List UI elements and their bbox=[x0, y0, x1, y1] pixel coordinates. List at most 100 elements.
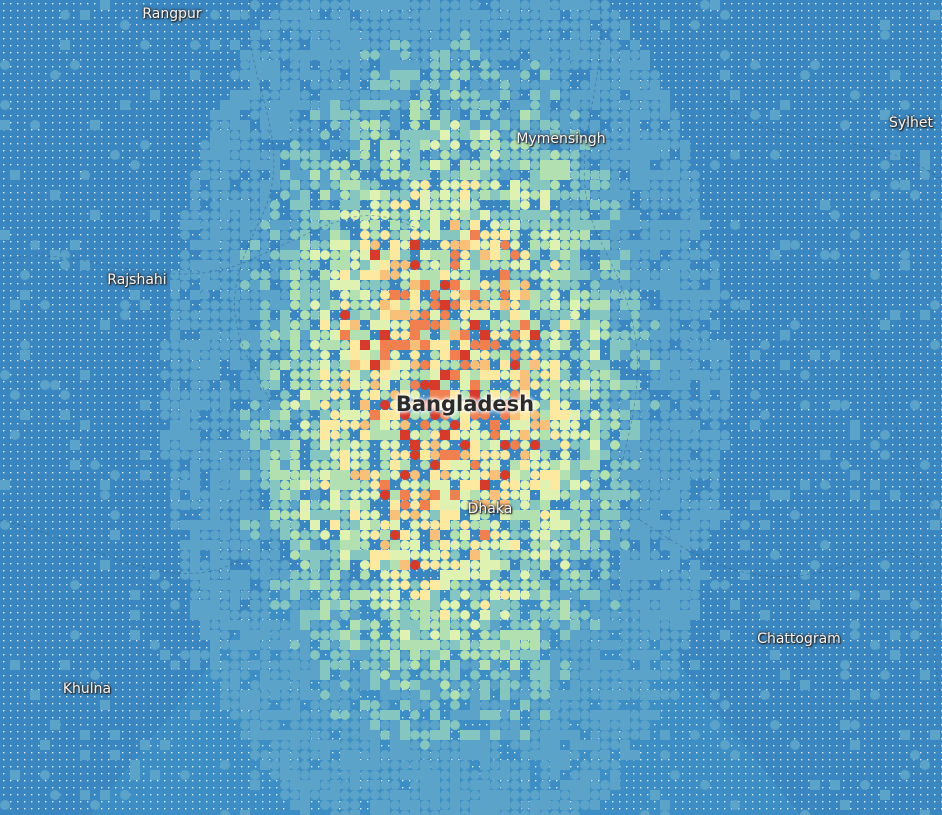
density-cell bbox=[340, 380, 350, 390]
density-cell bbox=[640, 810, 650, 815]
density-cell bbox=[280, 130, 290, 140]
density-cell bbox=[290, 40, 300, 50]
density-cell bbox=[250, 510, 260, 520]
density-cell bbox=[220, 470, 230, 480]
density-cell bbox=[660, 410, 670, 420]
density-cell bbox=[510, 530, 520, 540]
density-cell bbox=[570, 660, 580, 670]
density-cell bbox=[600, 620, 610, 630]
density-cell bbox=[680, 220, 690, 230]
density-cell bbox=[200, 440, 210, 450]
density-cell bbox=[390, 670, 400, 680]
density-cell bbox=[370, 580, 380, 590]
density-cell bbox=[480, 430, 490, 440]
density-cell bbox=[660, 230, 670, 240]
density-cell bbox=[560, 310, 570, 320]
density-cell bbox=[270, 500, 280, 510]
density-cell bbox=[230, 200, 240, 210]
density-cell bbox=[220, 220, 230, 230]
density-cell bbox=[310, 740, 320, 750]
density-cell bbox=[640, 540, 650, 550]
density-cell bbox=[570, 100, 580, 110]
density-cell bbox=[240, 390, 250, 400]
density-cell bbox=[480, 60, 490, 70]
density-cell bbox=[340, 390, 350, 400]
density-cell bbox=[610, 600, 620, 610]
density-cell bbox=[600, 600, 610, 610]
density-cell bbox=[590, 30, 600, 40]
density-cell bbox=[640, 310, 650, 320]
density-cell bbox=[260, 200, 270, 210]
density-cell bbox=[770, 550, 780, 560]
density-cell bbox=[190, 450, 200, 460]
density-cell bbox=[650, 600, 660, 610]
density-cell bbox=[560, 440, 570, 450]
density-cell bbox=[610, 520, 620, 530]
density-cell bbox=[290, 800, 300, 810]
density-cell bbox=[250, 770, 260, 780]
density-cell bbox=[280, 220, 290, 230]
density-cell bbox=[470, 750, 480, 760]
density-cell bbox=[360, 650, 370, 660]
density-cell bbox=[210, 160, 220, 170]
density-cell bbox=[540, 240, 550, 250]
density-cell bbox=[670, 310, 680, 320]
density-cell bbox=[630, 690, 640, 700]
density-cell bbox=[710, 580, 720, 590]
density-cell bbox=[650, 150, 660, 160]
density-cell bbox=[400, 290, 410, 300]
density-cell bbox=[320, 800, 330, 810]
density-cell bbox=[420, 250, 430, 260]
density-cell bbox=[350, 720, 360, 730]
density-cell bbox=[400, 240, 410, 250]
density-cell bbox=[300, 270, 310, 280]
density-cell bbox=[630, 280, 640, 290]
density-cell bbox=[640, 710, 650, 720]
density-cell bbox=[250, 430, 260, 440]
density-cell bbox=[430, 590, 440, 600]
density-cell bbox=[420, 610, 430, 620]
density-cell bbox=[190, 190, 200, 200]
density-cell bbox=[220, 530, 230, 540]
density-cell bbox=[560, 130, 570, 140]
density-cell bbox=[300, 280, 310, 290]
density-cell bbox=[210, 600, 220, 610]
density-cell bbox=[470, 570, 480, 580]
density-cell bbox=[470, 30, 480, 40]
density-cell bbox=[530, 440, 540, 450]
density-cell bbox=[510, 540, 520, 550]
density-cell bbox=[530, 180, 540, 190]
density-cell bbox=[220, 290, 230, 300]
density-cell bbox=[660, 670, 670, 680]
density-cell bbox=[670, 330, 680, 340]
density-cell bbox=[190, 290, 200, 300]
density-cell bbox=[270, 110, 280, 120]
density-cell bbox=[440, 280, 450, 290]
density-cell bbox=[650, 500, 660, 510]
density-cell bbox=[470, 20, 480, 30]
density-cell bbox=[630, 100, 640, 110]
density-cell bbox=[350, 780, 360, 790]
density-cell bbox=[540, 150, 550, 160]
density-cell bbox=[820, 480, 830, 490]
density-cell bbox=[530, 750, 540, 760]
density-cell bbox=[400, 790, 410, 800]
density-cell bbox=[690, 310, 700, 320]
density-cell bbox=[670, 250, 680, 260]
density-cell bbox=[390, 680, 400, 690]
density-cell bbox=[320, 700, 330, 710]
density-cell bbox=[600, 90, 610, 100]
density-cell bbox=[510, 610, 520, 620]
density-cell bbox=[380, 100, 390, 110]
density-cell bbox=[650, 560, 660, 570]
density-cell bbox=[600, 680, 610, 690]
density-cell bbox=[640, 470, 650, 480]
density-cell bbox=[650, 190, 660, 200]
density-cell bbox=[420, 700, 430, 710]
density-cell bbox=[220, 380, 230, 390]
density-cell bbox=[50, 70, 60, 80]
density-cell bbox=[440, 100, 450, 110]
density-cell bbox=[560, 780, 570, 790]
density-cell bbox=[560, 220, 570, 230]
